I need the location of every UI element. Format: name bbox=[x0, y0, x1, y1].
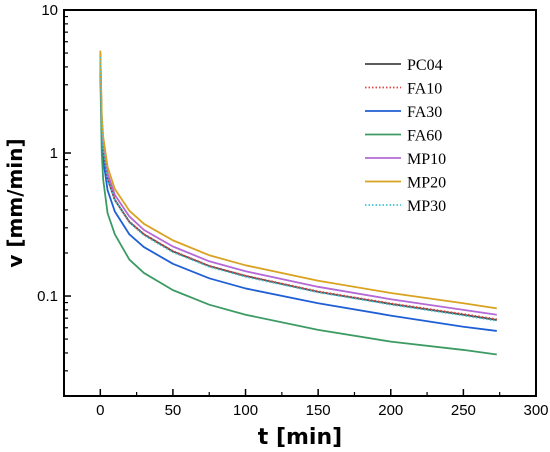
ticks-layer bbox=[63, 9, 537, 396]
series-line-fa30 bbox=[99, 62, 497, 332]
x-tick-label: 0 bbox=[96, 402, 104, 419]
legend: PC04 FA10 FA30 FA60 MP10 MP20 MP30 bbox=[365, 57, 446, 215]
plot-frame bbox=[63, 9, 537, 397]
legend-label-fa10: FA10 bbox=[407, 81, 442, 98]
legend-label-mp10: MP10 bbox=[407, 151, 446, 168]
legend-label-fa60: FA60 bbox=[407, 128, 442, 145]
x-tick-label: 150 bbox=[306, 402, 331, 419]
series-line-fa60 bbox=[99, 73, 497, 356]
legend-label-mp20: MP20 bbox=[407, 175, 446, 192]
x-axis-title: t [min] bbox=[258, 425, 342, 450]
y-tick-label: 1 bbox=[50, 145, 58, 162]
x-tick-label: 250 bbox=[451, 402, 476, 419]
legend-label-fa30: FA30 bbox=[407, 104, 442, 121]
y-tick-label: 0.1 bbox=[37, 288, 58, 305]
series-line-mp20 bbox=[99, 50, 497, 310]
x-tick-label: 300 bbox=[523, 402, 548, 419]
tick-labels: 0 50 100 150 200 250 300 0.1 1 10 bbox=[37, 2, 548, 419]
y-tick-label: 10 bbox=[41, 2, 58, 19]
legend-label-mp30: MP30 bbox=[407, 198, 446, 215]
series-line-mp30 bbox=[99, 56, 497, 322]
series-layer bbox=[99, 50, 497, 356]
y-axis-title: v [mm/min] bbox=[3, 138, 27, 267]
legend-label-pc04: PC04 bbox=[407, 57, 443, 74]
x-tick-label: 200 bbox=[378, 402, 403, 419]
x-tick-label: 100 bbox=[233, 402, 258, 419]
x-tick-label: 50 bbox=[165, 402, 182, 419]
